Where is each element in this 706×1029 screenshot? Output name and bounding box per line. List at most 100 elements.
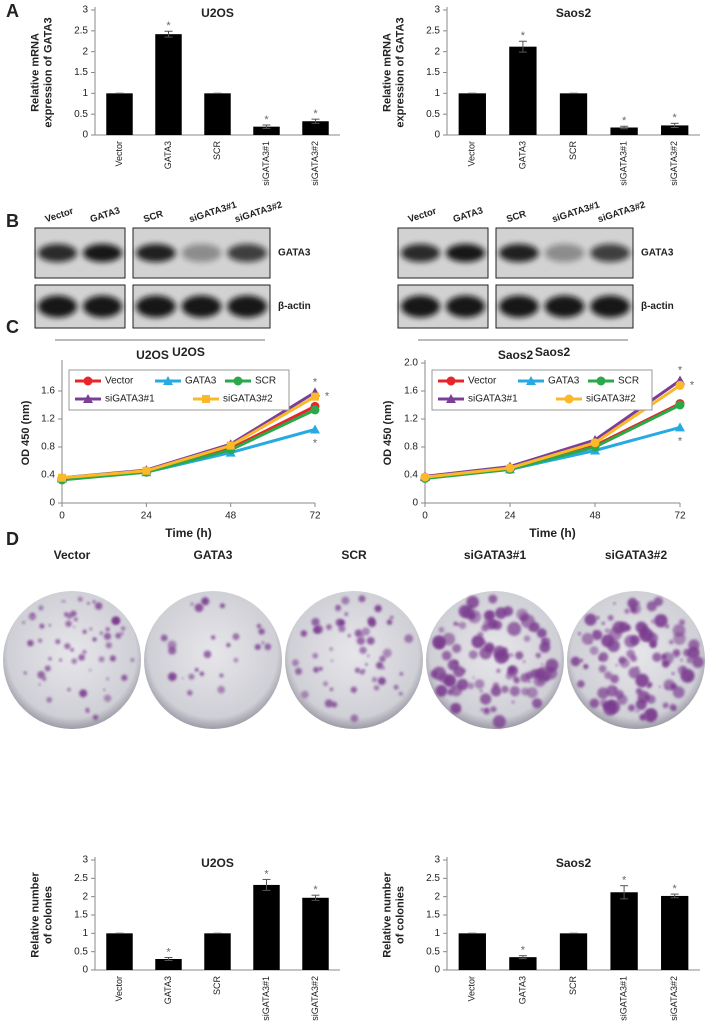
colony	[27, 639, 34, 647]
legend-item: GATA3	[518, 376, 580, 387]
y-tick-label: 2	[434, 891, 440, 902]
colony	[42, 676, 47, 681]
colony	[669, 639, 674, 645]
colony	[187, 690, 193, 696]
cell-line-label: Saos2	[498, 348, 534, 362]
dish-label: siGATA3#2	[605, 548, 668, 562]
colony	[354, 629, 363, 638]
blot-band	[227, 295, 267, 318]
colony	[526, 687, 538, 699]
colony	[533, 674, 546, 687]
colony	[381, 666, 385, 670]
colony	[492, 715, 506, 729]
colony	[194, 668, 199, 672]
colony	[458, 604, 472, 618]
colony	[577, 680, 585, 688]
colony	[520, 616, 524, 621]
significance-mark: *	[313, 884, 318, 896]
marker	[675, 400, 685, 410]
colony	[326, 624, 332, 630]
legend-item: siGATA3#1	[438, 394, 518, 405]
x-tick-label: GATA3	[163, 976, 173, 1004]
colony	[324, 699, 333, 708]
colony	[67, 687, 71, 692]
x-tick-label: SCR	[212, 976, 222, 996]
colony	[105, 642, 112, 649]
colony	[367, 616, 376, 625]
y-tick-label: 0	[82, 130, 88, 141]
colony	[453, 660, 458, 665]
x-tick-label: siGATA3#1	[261, 141, 271, 186]
y-axis-label: expression of GATA3	[394, 17, 406, 127]
colony	[523, 635, 531, 642]
colony	[483, 610, 494, 621]
colony	[435, 684, 448, 697]
colony	[541, 637, 551, 646]
bar	[610, 892, 638, 970]
colony	[619, 659, 623, 662]
band-label: β-actin	[278, 301, 311, 312]
colony	[254, 643, 261, 651]
colony	[492, 682, 500, 689]
marker	[590, 438, 600, 448]
colony	[28, 612, 37, 621]
marker	[596, 376, 606, 386]
marker	[233, 376, 243, 386]
x-tick-label: siGATA3#1	[618, 976, 628, 1021]
marker	[83, 376, 93, 386]
colony	[88, 668, 92, 672]
colony	[601, 634, 615, 648]
lane-label: GATA3	[89, 205, 122, 225]
x-tick-label: 48	[225, 511, 237, 522]
colony	[646, 694, 656, 704]
blot-band	[401, 295, 440, 318]
colony	[105, 627, 110, 632]
colony	[480, 708, 484, 712]
colony	[66, 612, 73, 620]
significance-mark: *	[521, 30, 526, 42]
bar	[302, 121, 329, 135]
colony	[44, 665, 51, 672]
colony	[130, 658, 135, 662]
colony	[203, 650, 212, 659]
x-tick-label: SCR	[212, 141, 222, 161]
colony	[22, 620, 26, 625]
colony	[219, 603, 225, 609]
colony	[535, 652, 541, 659]
y-tick-label: 1	[82, 88, 88, 99]
bar	[253, 126, 280, 135]
colony	[527, 679, 531, 683]
colony	[468, 650, 478, 660]
colony	[210, 635, 216, 640]
significance-mark: *	[521, 945, 526, 957]
colony	[466, 595, 479, 609]
colony	[442, 632, 456, 646]
x-axis-label: Time (h)	[529, 526, 575, 540]
y-tick-label: 0	[82, 965, 88, 976]
lane-label: siGATA3#2	[596, 200, 646, 226]
y-axis-label: Relative number	[381, 871, 393, 957]
y-tick-label: 2.5	[74, 873, 88, 884]
colony	[496, 668, 501, 673]
y-tick-label: 1.5	[426, 910, 440, 921]
colony	[294, 667, 303, 675]
colony	[589, 646, 599, 655]
colony	[361, 627, 371, 636]
colony	[610, 674, 619, 684]
y-tick-label: 1.6	[41, 386, 55, 397]
colony	[82, 649, 87, 655]
marker	[526, 376, 536, 385]
colony	[617, 694, 628, 705]
chart-title: Saos2	[556, 856, 592, 870]
y-tick-label: 2	[82, 46, 88, 57]
colony	[382, 648, 392, 658]
colony	[453, 621, 458, 626]
colony	[665, 685, 669, 689]
legend-label: Vector	[468, 376, 497, 387]
colony	[496, 649, 510, 663]
colony	[487, 618, 498, 629]
colony	[233, 657, 239, 663]
colony	[598, 665, 607, 673]
colony	[592, 629, 603, 641]
